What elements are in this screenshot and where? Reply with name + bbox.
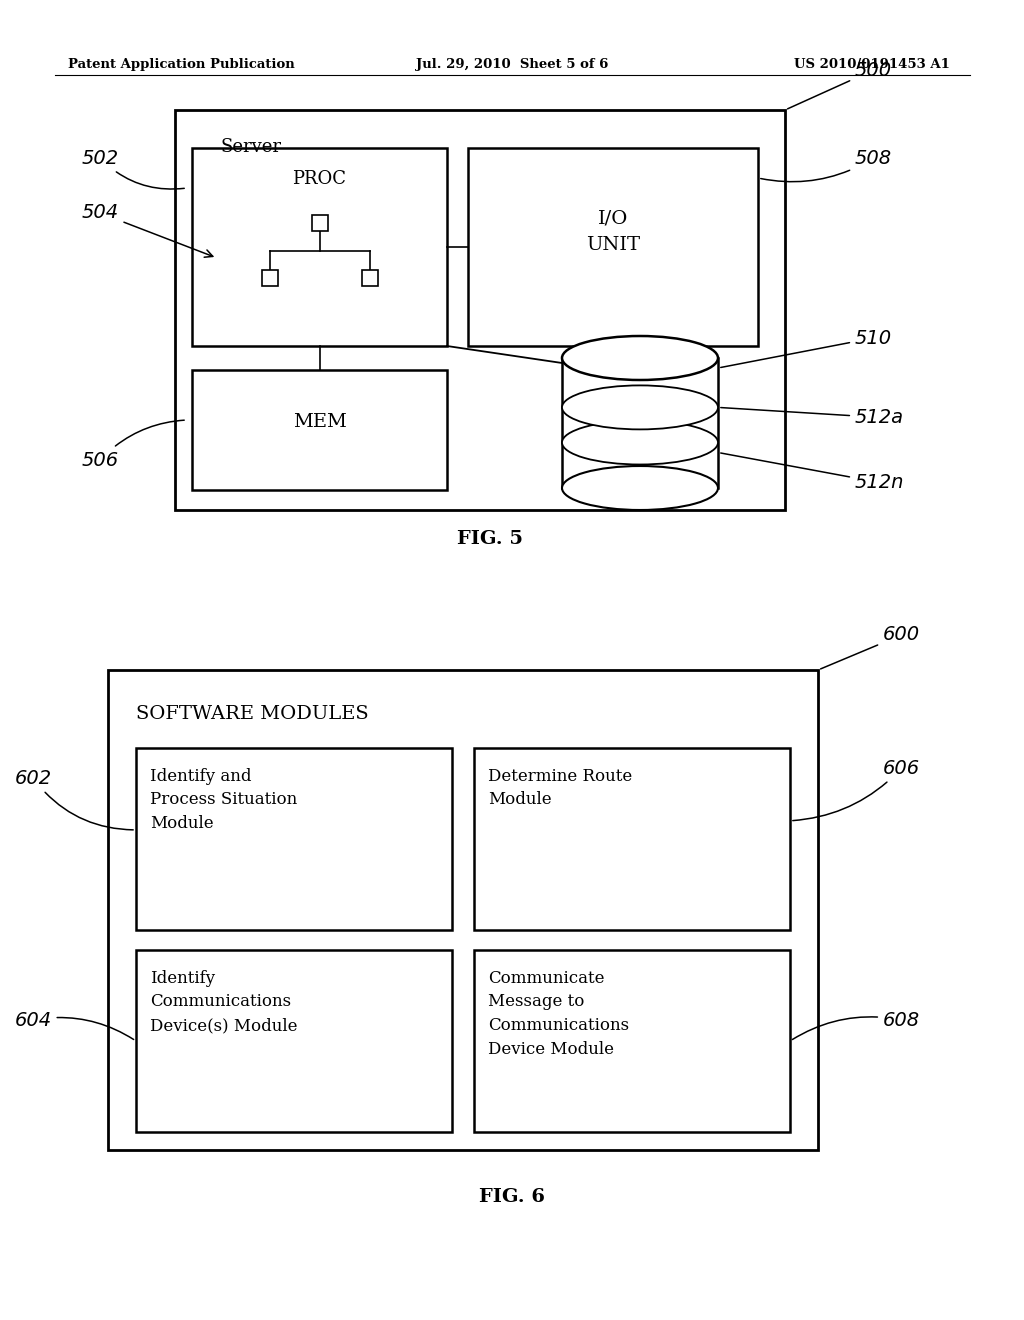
Bar <box>474 950 790 1133</box>
Text: US 2010/0191453 A1: US 2010/0191453 A1 <box>795 58 950 71</box>
Text: Communicate
Message to
Communications
Device Module: Communicate Message to Communications De… <box>488 970 629 1057</box>
Text: Determine Route
Module: Determine Route Module <box>488 768 632 808</box>
Text: 600: 600 <box>820 626 921 669</box>
Bar <box>175 110 785 510</box>
Text: FIG. 6: FIG. 6 <box>479 1188 545 1206</box>
Text: 510: 510 <box>721 329 892 367</box>
Text: MEM: MEM <box>293 413 346 432</box>
Ellipse shape <box>562 385 718 429</box>
Text: Jul. 29, 2010  Sheet 5 of 6: Jul. 29, 2010 Sheet 5 of 6 <box>416 58 608 71</box>
Bar <box>468 148 758 346</box>
Bar <box>108 671 818 1150</box>
Text: 604: 604 <box>14 1011 134 1039</box>
Bar <box>136 748 452 931</box>
Text: 512a: 512a <box>721 408 904 426</box>
Text: 506: 506 <box>82 420 184 470</box>
Bar <box>311 215 328 231</box>
Text: Server: Server <box>220 139 281 156</box>
Text: 512n: 512n <box>721 453 904 492</box>
Text: I/O
UNIT: I/O UNIT <box>586 210 640 255</box>
Bar <box>193 370 447 490</box>
Ellipse shape <box>562 337 718 380</box>
Ellipse shape <box>562 466 718 510</box>
Text: 602: 602 <box>14 768 133 830</box>
Text: 504: 504 <box>82 203 213 257</box>
Ellipse shape <box>562 421 718 465</box>
Text: FIG. 5: FIG. 5 <box>457 531 523 548</box>
Text: 608: 608 <box>793 1011 921 1040</box>
Text: Patent Application Publication: Patent Application Publication <box>68 58 295 71</box>
Text: Identify and
Process Situation
Module: Identify and Process Situation Module <box>150 768 297 832</box>
Bar <box>136 950 452 1133</box>
Text: 500: 500 <box>787 61 892 108</box>
Text: SOFTWARE MODULES: SOFTWARE MODULES <box>136 705 369 723</box>
Bar <box>193 148 447 346</box>
Text: 502: 502 <box>82 149 184 189</box>
Text: 606: 606 <box>793 759 921 821</box>
Text: 508: 508 <box>761 149 892 182</box>
Bar <box>261 271 278 286</box>
Bar <box>474 748 790 931</box>
Text: PROC: PROC <box>293 170 346 187</box>
Bar <box>361 271 378 286</box>
Text: Identify
Communications
Device(s) Module: Identify Communications Device(s) Module <box>150 970 298 1034</box>
